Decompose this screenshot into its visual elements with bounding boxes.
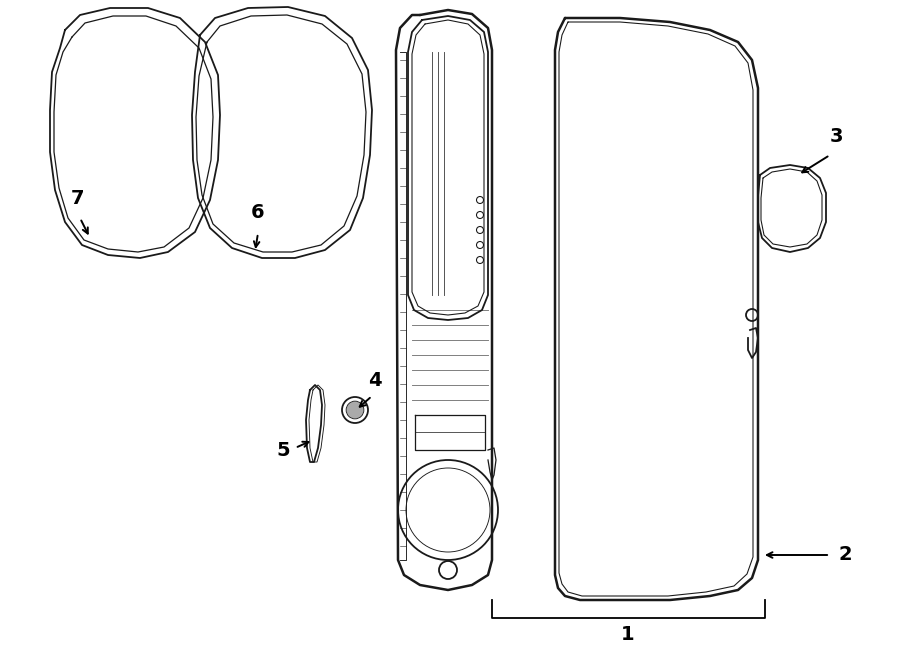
Text: 1: 1 <box>621 626 634 645</box>
Text: 6: 6 <box>251 203 265 222</box>
Text: 3: 3 <box>829 127 842 146</box>
Circle shape <box>346 402 364 418</box>
Text: 5: 5 <box>276 440 290 459</box>
Text: 7: 7 <box>70 189 84 208</box>
Text: 2: 2 <box>838 545 851 565</box>
Text: 4: 4 <box>368 371 382 390</box>
